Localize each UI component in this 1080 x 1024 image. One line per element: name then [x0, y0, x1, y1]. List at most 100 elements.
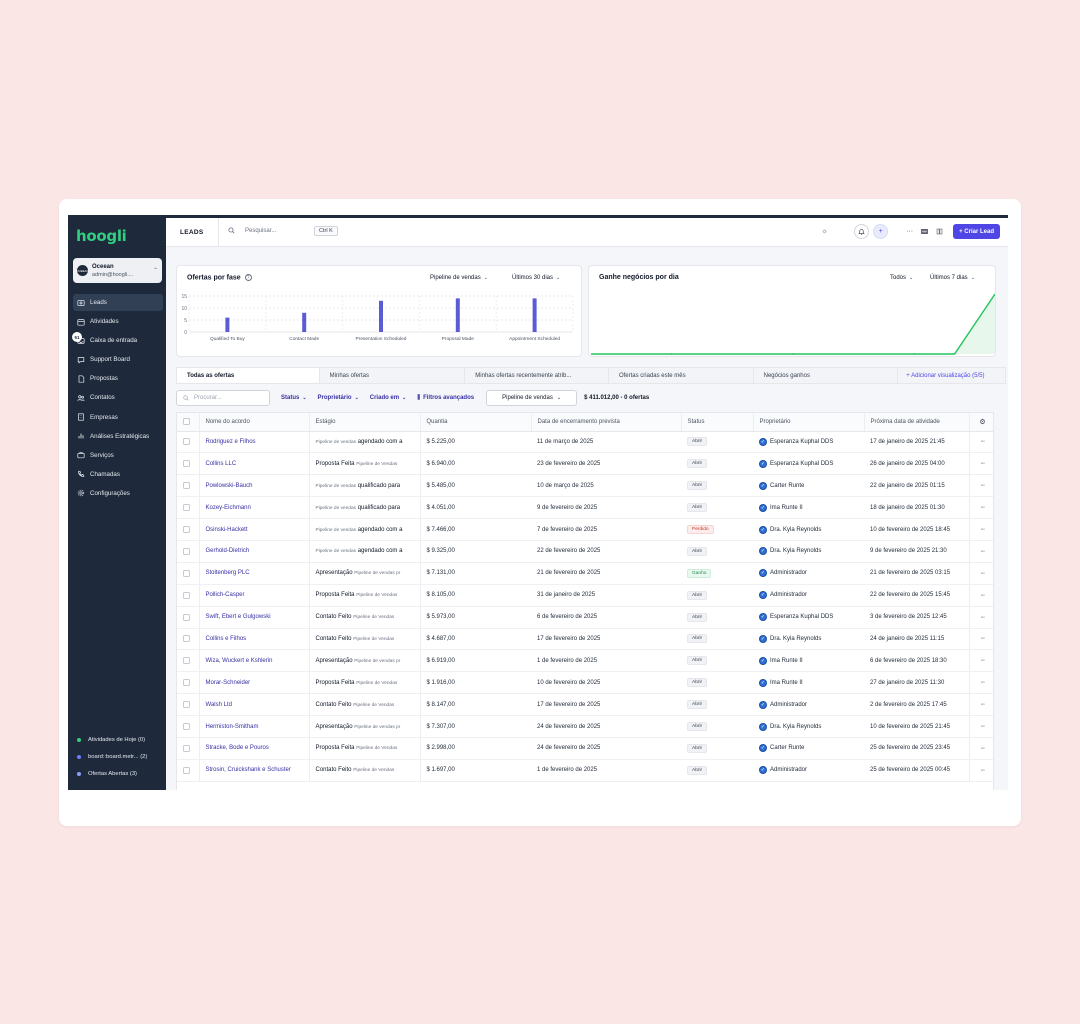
row-checkbox[interactable] [177, 562, 200, 585]
row-more-icon[interactable]: ··· [969, 584, 993, 607]
data-point[interactable] [792, 353, 794, 355]
row-more-icon[interactable]: ··· [969, 671, 993, 695]
column-settings-gear-icon[interactable]: ⚙ [969, 413, 993, 432]
sidebar-item-chamadas[interactable]: Chamadas [73, 466, 163, 483]
column-header[interactable]: Data de encerramento prevista [531, 413, 682, 432]
row-checkbox[interactable] [177, 518, 200, 541]
deal-name-link[interactable]: Collins LLC [205, 460, 237, 467]
row-more-icon[interactable]: ··· [969, 518, 993, 541]
deal-name-link[interactable]: Rodriguez e Filhos [205, 438, 256, 445]
column-header[interactable]: Próxima data de atividade [864, 413, 970, 432]
quick-link-item[interactable]: board::board.metr... (2) [77, 748, 162, 765]
deal-name-link[interactable]: Walsh Ltd [205, 701, 232, 708]
created-filter[interactable]: Criado em ⌄ [369, 395, 407, 401]
deal-name-link[interactable]: Osinski-Hackett [205, 526, 248, 533]
deal-name-link[interactable]: Swift, Ebert e Gulgowski [205, 614, 271, 621]
table-row[interactable]: Stracke, Bode e Pouros Proposta Feita Pi… [177, 737, 993, 760]
row-checkbox[interactable] [177, 737, 200, 760]
column-header[interactable]: Nome do acordo [199, 413, 310, 432]
deal-name-link[interactable]: Stracke, Bode e Pouros [205, 745, 269, 752]
table-row[interactable]: Collins e Filhos Contato Feito Pipeline … [177, 628, 993, 651]
table-row[interactable]: Swift, Ebert e Gulgowski Contato Feito P… [177, 606, 993, 629]
deal-name-link[interactable]: Powlowski-Bauch [205, 482, 253, 489]
deal-name-link[interactable]: Hermiston-Smitham [205, 723, 259, 730]
filter-dropdown[interactable]: Todos ⌄ [890, 275, 914, 281]
table-view-icon[interactable] [917, 224, 932, 239]
row-checkbox[interactable] [177, 671, 200, 695]
help-icon[interactable]: ? [244, 274, 252, 281]
more-icon[interactable]: ··· [906, 228, 914, 235]
row-checkbox[interactable] [177, 693, 200, 717]
row-more-icon[interactable]: ··· [969, 452, 993, 476]
table-row[interactable]: Pollich-Casper Proposta Feita Pipeline d… [177, 584, 993, 607]
global-search-input[interactable]: Pesquisar... [228, 227, 276, 234]
period-dropdown[interactable]: Últimos 30 dias ⌄ [512, 275, 561, 281]
row-more-icon[interactable]: ··· [969, 496, 993, 520]
theme-toggle-icon[interactable]: ☼ [821, 228, 828, 235]
create-lead-button[interactable]: + Criar Lead [953, 224, 1000, 239]
column-header[interactable]: Proprietário [753, 413, 865, 432]
sidebar-item-caixa-de-entrada[interactable]: 51 Caixa de entrada [72, 332, 163, 349]
row-more-icon[interactable]: ··· [969, 606, 993, 629]
table-row[interactable]: Walsh Ltd Contato Feito Pipeline de Vend… [177, 693, 993, 717]
deal-name-link[interactable]: Wiza, Wuckert e Kshlerin [205, 657, 273, 664]
bar[interactable] [455, 298, 460, 332]
table-row[interactable]: Gerhold-Dietrich Pipeline de vendas agen… [177, 540, 993, 563]
deal-name-link[interactable]: Strosin, Cruickshank e Schuster [205, 767, 291, 774]
add-icon[interactable]: + [873, 224, 889, 239]
table-row[interactable]: Strosin, Cruickshank e Schuster Contato … [177, 759, 993, 782]
bar[interactable] [532, 298, 537, 332]
period-dropdown[interactable]: Últimos 7 dias ⌄ [930, 275, 975, 281]
sidebar-item-an-lises-estrat-gicas[interactable]: Análises Estratégicas [73, 428, 163, 445]
select-all-checkbox[interactable] [177, 413, 200, 432]
tab-view[interactable]: Todas as ofertas [177, 368, 320, 383]
tab-view[interactable]: Negócios ganhos [754, 368, 899, 383]
tab-view[interactable]: Minhas ofertas [320, 368, 466, 383]
column-header[interactable]: Quantia [420, 413, 532, 432]
sidebar-item-configura-es[interactable]: Configurações [73, 485, 163, 502]
bar[interactable] [302, 312, 307, 332]
deal-name-link[interactable]: Kozey-Eichmann [205, 504, 251, 511]
sidebar-item-atividades[interactable]: Atividades [73, 313, 163, 330]
data-point[interactable] [670, 353, 673, 355]
row-more-icon[interactable]: ··· [969, 628, 993, 651]
tab-view[interactable]: Minhas ofertas recentemente atrib... [465, 368, 609, 383]
pipeline-select[interactable]: Pipeline de vendas ⌄ [486, 390, 578, 406]
row-more-icon[interactable]: ··· [969, 431, 993, 454]
table-row[interactable]: Powlowski-Bauch Pipeline de vendas quali… [177, 474, 993, 498]
table-row[interactable]: Stoltenberg PLC Apresentação Pipeline de… [177, 562, 993, 585]
bar[interactable] [225, 317, 230, 332]
row-more-icon[interactable]: ··· [969, 693, 993, 717]
row-checkbox[interactable] [177, 628, 200, 651]
bell-icon[interactable] [854, 224, 870, 239]
pipeline-dropdown[interactable]: Pipeline de vendas ⌄ [430, 275, 488, 281]
row-checkbox[interactable] [177, 584, 200, 607]
row-checkbox[interactable] [177, 431, 200, 454]
row-more-icon[interactable]: ··· [969, 540, 993, 563]
deal-name-link[interactable]: Gerhold-Dietrich [205, 548, 250, 555]
row-checkbox[interactable] [177, 540, 200, 563]
column-header[interactable]: Status [681, 413, 754, 432]
bar[interactable] [379, 300, 383, 332]
owner-filter[interactable]: Proprietário ⌄ [317, 395, 359, 401]
sidebar-item-leads[interactable]: Leads [73, 294, 163, 311]
sidebar-item-support-board[interactable]: Support Board [73, 351, 163, 368]
table-row[interactable]: Hermiston-Smitham Apresentação Pipeline … [177, 715, 993, 738]
table-row[interactable]: Collins LLC Proposta Feita Pipeline de V… [177, 452, 993, 476]
data-point[interactable] [913, 353, 916, 355]
sidebar-item-empresas[interactable]: Empresas [73, 409, 163, 426]
quick-link-item[interactable]: Ofertas Abertas (3) [77, 765, 162, 782]
row-more-icon[interactable]: ··· [969, 715, 993, 738]
app-logo[interactable]: hoogli [76, 227, 127, 245]
add-view-button[interactable]: + Adicionar visualização (5/5) [906, 372, 985, 379]
column-header[interactable]: Estágio [309, 413, 421, 432]
row-checkbox[interactable] [177, 452, 200, 476]
row-checkbox[interactable] [177, 496, 200, 520]
deal-name-link[interactable]: Morar-Schneider [205, 679, 251, 686]
org-switcher[interactable]: OCEEAN Oceean admin@hoogli.... ⌃ [73, 258, 162, 283]
deal-name-link[interactable]: Pollich-Casper [205, 592, 245, 599]
sidebar-item-servi-os[interactable]: Serviços [73, 447, 163, 464]
deal-name-link[interactable]: Collins e Filhos [205, 635, 247, 642]
table-search-input[interactable]: Procurar... [176, 390, 270, 406]
table-row[interactable]: Rodriguez e Filhos Pipeline de vendas ag… [177, 431, 993, 454]
